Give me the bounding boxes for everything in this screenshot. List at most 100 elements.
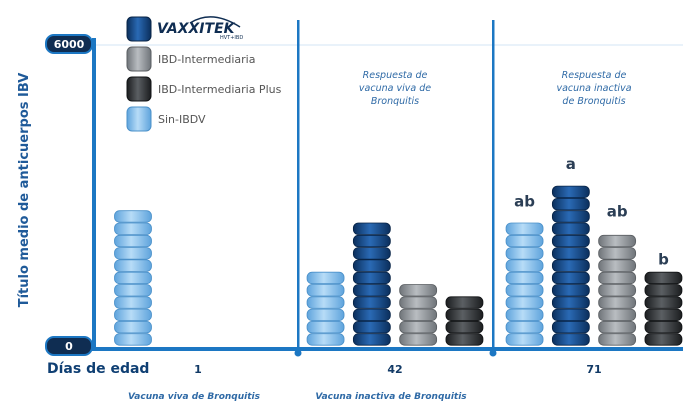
bar-segment [114,259,152,272]
bar-segment [505,259,544,272]
bar-segment [352,333,391,346]
bar-segment [505,234,544,248]
y-axis-line [92,38,96,350]
legend-label-ibd-intermediaria-plus: IBD-Intermediaria Plus [158,83,282,96]
bar-segment [505,308,544,322]
bar-segment [352,320,391,334]
bar-segment [505,284,544,297]
bar-segment [352,247,391,260]
bar-day-71-ibd-intermediaria: ab [598,203,637,346]
bar-segment [114,296,152,309]
vaccination-notes: Vacuna viva de Bronquitis Vacuna inactiva… [128,392,467,402]
significance-label: a [566,155,576,173]
bar-segment [551,320,590,334]
bar-segment [445,333,484,346]
bar-segment [505,296,544,309]
vaccination-note-2: Vacuna inactiva de Bronquitis [315,392,467,402]
y-tick-0-label: 0 [65,340,73,353]
bar-segment [306,308,345,322]
bar-segment [551,284,590,297]
bar-segment [114,333,152,346]
bar-segment [445,320,484,334]
significance-label: ab [514,193,535,211]
bars-layer: ab a ab b [114,155,683,346]
bar-segment [551,259,590,272]
legend-item-ibd-intermediaria: IBD-Intermediaria [126,46,255,72]
bar-day-71-sin-ibdv: ab [505,193,544,346]
panel-divider-2 [492,20,495,350]
bar-segment [306,333,345,346]
bar-segment [505,333,544,346]
plot-frame [92,20,683,357]
x-axis-label: Días de edad [47,361,149,377]
bar-segment [114,222,152,235]
bar-segment [644,333,683,346]
panel-notes: Respuesta de vacuna viva de Bronquitis Resp… [359,70,632,107]
y-axis-label: Título medio de anticuerpos IBV [17,73,32,308]
bar-segment [114,320,152,334]
bar-segment [598,296,637,309]
bar-segment [598,247,637,260]
bar-day-42-ibd-intermediaria [399,284,438,346]
y-tick-6000-label: 6000 [54,38,85,51]
bar-segment [551,222,590,235]
bar-segment [551,197,590,211]
legend-item-sin-ibdv: Sin-IBDV [126,106,206,132]
bar-segment [114,271,152,285]
legend-item-ibd-intermediaria-plus: IBD-Intermediaria Plus [126,76,282,102]
legend-label-sin-ibdv: Sin-IBDV [158,113,206,126]
y-tick-0: 0 [45,336,93,356]
legend-swatch-ibd-intermediaria [126,46,152,72]
y-tick-0-badge [45,336,93,356]
bar-segment [306,320,345,334]
x-tick-day-42: 42 [387,363,402,376]
bar-day-71-vaxxitek: a [551,155,590,346]
bar-segment [114,234,152,248]
bar-segment [644,271,683,285]
bar-segment [505,222,544,235]
legend-swatch-sin-ibdv [126,106,152,132]
x-axis-line [92,347,683,351]
bar-segment [352,234,391,248]
bar-segment [598,271,637,285]
bar-segment [352,296,391,309]
panel-divider-1 [297,20,300,350]
bar-segment [114,308,152,322]
divider-marker-2 [489,349,497,357]
bar-day-42-vaxxitek [352,222,391,346]
bar-segment [551,333,590,346]
bar-segment [352,222,391,235]
bar-segment [352,308,391,322]
bar-segment [306,296,345,309]
bar-segment [598,333,637,346]
bar-segment [598,320,637,334]
bar-segment [551,308,590,322]
bar-segment [644,296,683,309]
bar-segment [445,296,484,309]
y-tick-6000: 6000 [45,34,93,54]
bar-segment [551,210,590,223]
bar-segment [306,271,345,285]
bar-segment [445,308,484,322]
bar-segment [399,296,438,309]
significance-label: b [658,251,669,269]
bar-segment [399,333,438,346]
y-tick-6000-badge [45,34,93,54]
bar-segment [399,308,438,322]
divider-marker-1 [294,349,302,357]
bar-segment [114,247,152,260]
bar-segment [505,271,544,285]
x-ticks: 1 42 71 [194,363,601,376]
legend-label-ibd-intermediaria: IBD-Intermediaria [158,53,255,66]
bar-segment [306,284,345,297]
x-tick-day-1: 1 [194,363,202,376]
bar-segment [114,284,152,297]
bar-day-42-sin-ibdv [306,271,345,346]
bar-segment [598,234,637,248]
bar-segment [644,320,683,334]
bar-segment [352,271,391,285]
bar-segment [644,284,683,297]
